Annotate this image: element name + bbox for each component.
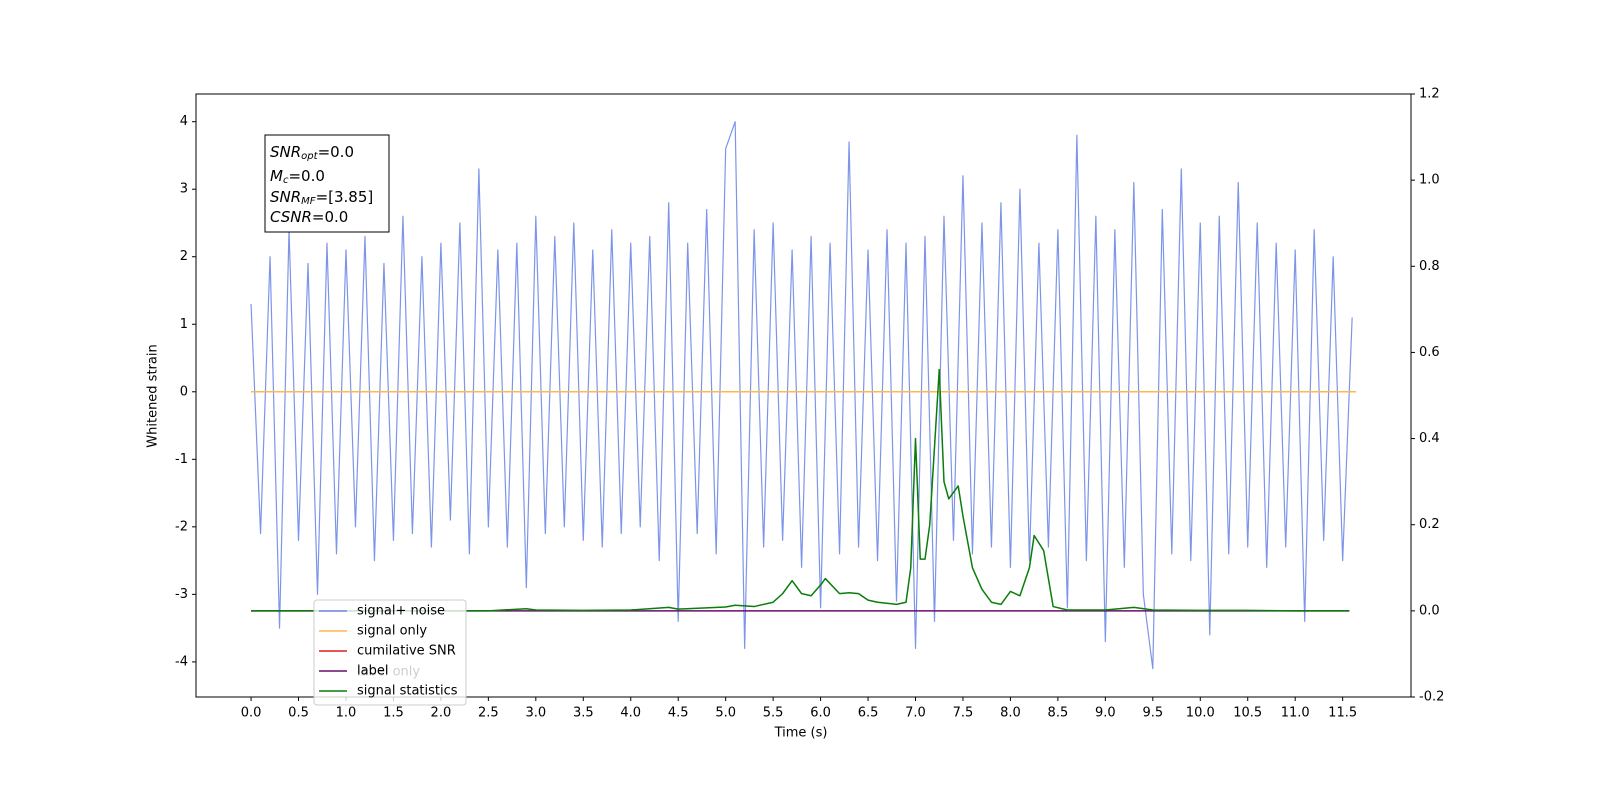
- y-axis-label: Whitened strain: [146, 344, 161, 447]
- x-tick-label: 0.0: [241, 706, 262, 721]
- y-tick-label: -4: [175, 654, 188, 669]
- annotation-value: =0.0: [288, 167, 324, 185]
- y-tick-label: 3: [180, 182, 188, 197]
- y2-tick-label: 1.0: [1419, 173, 1440, 188]
- x-tick-label: 5.0: [715, 706, 736, 721]
- series-line: [250, 121, 1353, 670]
- y-tick-label: -1: [175, 452, 188, 467]
- y2-tick-label: 0.0: [1419, 603, 1440, 618]
- annotation-line: SNRMF=[3.85]: [270, 188, 373, 208]
- annotation-subscript: opt: [301, 151, 318, 162]
- y-tick-label: 1: [180, 317, 188, 332]
- annotation-symbol: CSNR: [270, 208, 312, 226]
- legend-label: signal only: [357, 624, 427, 639]
- x-tick-label: 10.5: [1233, 706, 1262, 721]
- x-tick-label: 7.0: [905, 706, 926, 721]
- legend-label: signal statistics: [357, 684, 458, 699]
- x-tick-label: 7.5: [953, 706, 974, 721]
- annotation-line: CSNR=0.0: [270, 208, 348, 226]
- x-tick-label: 8.5: [1048, 706, 1069, 721]
- x-axis-label: Time (s): [774, 726, 828, 741]
- legend-label: signal+ noise: [357, 604, 445, 619]
- y-tick-label: -2: [175, 519, 188, 534]
- x-tick-label: 1.5: [383, 706, 404, 721]
- x-tick-label: 3.0: [525, 706, 546, 721]
- x-tick-label: 5.5: [763, 706, 784, 721]
- y2-tick-label: 0.2: [1419, 517, 1440, 532]
- y-tick-label: -3: [175, 587, 188, 602]
- legend-box: [313, 599, 467, 706]
- x-tick-label: 1.0: [336, 706, 357, 721]
- x-tick-label: 9.0: [1095, 706, 1116, 721]
- annotation-line: Mc=0.0: [270, 167, 325, 187]
- x-tick-label: 6.5: [858, 706, 879, 721]
- x-tick-label: 8.0: [1000, 706, 1021, 721]
- x-tick-label: 2.0: [431, 706, 452, 721]
- x-tick-label: 4.0: [620, 706, 641, 721]
- series-line: [251, 368, 1350, 612]
- x-tick-label: 10.0: [1186, 706, 1215, 721]
- annotation-symbol: SNR: [270, 143, 301, 161]
- y2-tick-label: 1.2: [1419, 87, 1440, 102]
- legend-label: label: [357, 664, 388, 679]
- annotation-symbol: SNR: [270, 188, 301, 206]
- x-tick-label: 2.5: [478, 706, 499, 721]
- annotation-box: [264, 134, 390, 233]
- annotation-value: =[3.85]: [316, 188, 374, 206]
- annotation-line: SNRopt=0.0: [270, 143, 354, 163]
- y2-tick-label: 0.8: [1419, 259, 1440, 274]
- y2-tick-label: 0.6: [1419, 345, 1440, 360]
- y-tick-label: 2: [180, 249, 188, 264]
- y-tick-label: 4: [180, 114, 188, 129]
- x-tick-label: 3.5: [573, 706, 594, 721]
- plot-frame: [195, 93, 1412, 698]
- y2-tick-label: 0.4: [1419, 431, 1440, 446]
- y-tick-label: 0: [180, 384, 188, 399]
- x-tick-label: 11.0: [1281, 706, 1310, 721]
- annotation-value: =0.0: [312, 208, 348, 226]
- annotation-value: =0.0: [318, 143, 354, 161]
- x-tick-label: 11.5: [1328, 706, 1357, 721]
- x-tick-label: 4.5: [668, 706, 689, 721]
- legend-label: cumilative SNR: [357, 644, 456, 659]
- x-tick-label: 9.5: [1142, 706, 1163, 721]
- annotation-subscript: c: [283, 175, 289, 186]
- annotation-subscript: MF: [301, 196, 316, 207]
- y2-tick-label: -0.2: [1419, 690, 1444, 705]
- x-tick-label: 6.0: [810, 706, 831, 721]
- annotation-symbol: M: [270, 167, 283, 185]
- x-tick-label: 0.5: [288, 706, 309, 721]
